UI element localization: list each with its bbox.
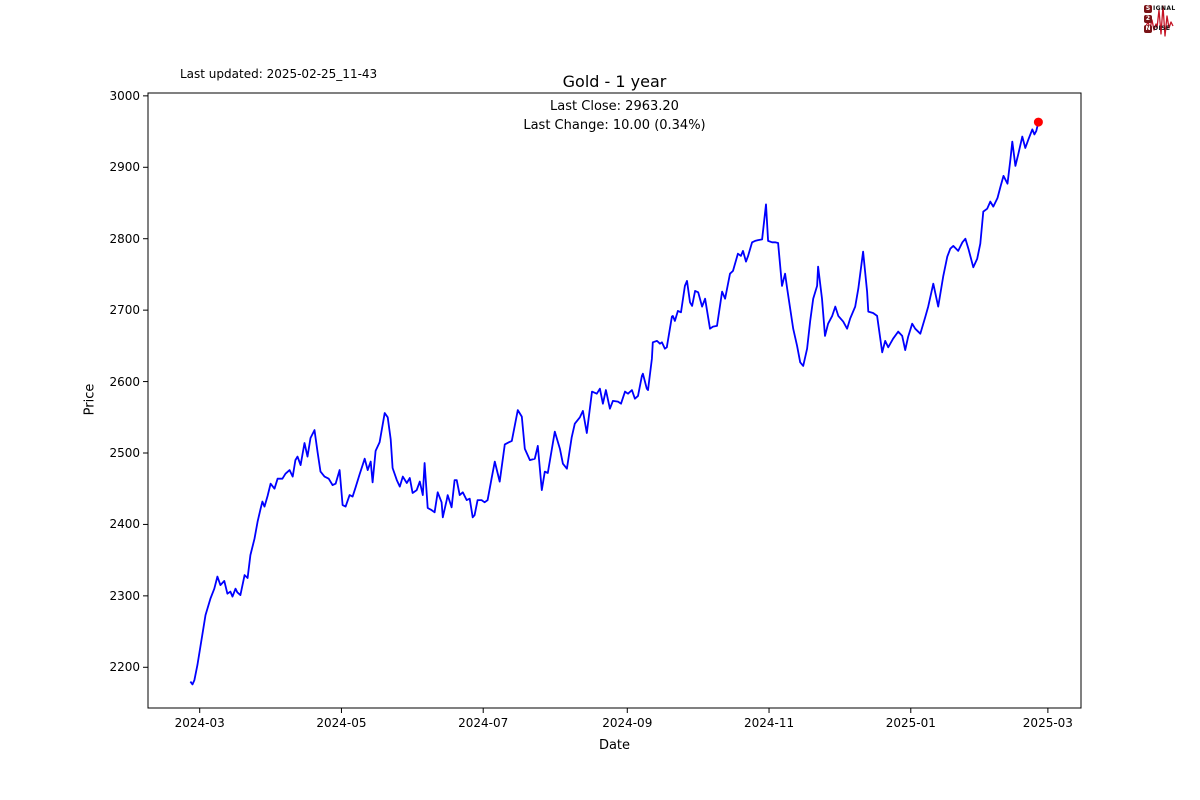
logo-text: S IGNAL 2 N OISE bbox=[1144, 4, 1176, 33]
chart-subtitle: Last Close: 2963.20 Last Change: 10.00 (… bbox=[148, 97, 1081, 135]
y-tick-label: 2800 bbox=[109, 231, 140, 246]
logo: S IGNAL 2 N OISE bbox=[1143, 4, 1176, 33]
logo-badge-2: 2 bbox=[1144, 14, 1152, 23]
chart-title: Gold - 1 year bbox=[562, 72, 667, 91]
x-tick-label: 2024-03 bbox=[174, 716, 225, 730]
price-line bbox=[189, 121, 1040, 686]
plot-border bbox=[147, 92, 1082, 709]
y-tick-label: 2400 bbox=[109, 517, 140, 532]
logo-badge-n: N bbox=[1144, 24, 1152, 33]
last-change-label: Last Change: 10.00 (0.34%) bbox=[523, 118, 706, 133]
x-tick-label: 2025-01 bbox=[885, 716, 936, 730]
y-tick-label: 3000 bbox=[109, 88, 140, 103]
y-tick-label: 2300 bbox=[109, 588, 140, 603]
x-tick-label: 2024-07 bbox=[458, 716, 509, 730]
x-tick-label: 2024-11 bbox=[743, 716, 795, 730]
last-close-dot bbox=[1033, 117, 1043, 127]
logo-row-noise: N OISE bbox=[1144, 24, 1171, 33]
y-tick-label: 2200 bbox=[109, 660, 140, 675]
y-tick-label: 2500 bbox=[109, 446, 140, 460]
x-tick-label: 2024-09 bbox=[602, 716, 653, 730]
x-tick-label: 2025-03 bbox=[1022, 716, 1073, 730]
logo-row-2: 2 bbox=[1144, 14, 1176, 23]
last-updated-label: Last updated: 2025-02-25_11-43 bbox=[180, 67, 378, 81]
y-tick-label: 2600 bbox=[109, 374, 140, 389]
x-axis-label: Date bbox=[598, 738, 631, 753]
logo-row-signal: S IGNAL bbox=[1144, 4, 1176, 13]
y-tick-label: 2700 bbox=[109, 303, 140, 318]
last-close-label: Last Close: 2963.20 bbox=[550, 99, 679, 114]
logo-badge-s: S bbox=[1144, 4, 1152, 13]
price-line-layer bbox=[189, 117, 1043, 686]
axis-ticks bbox=[143, 95, 1049, 713]
x-tick-label: 2024-05 bbox=[316, 716, 367, 730]
y-tick-label: 2900 bbox=[109, 160, 140, 175]
